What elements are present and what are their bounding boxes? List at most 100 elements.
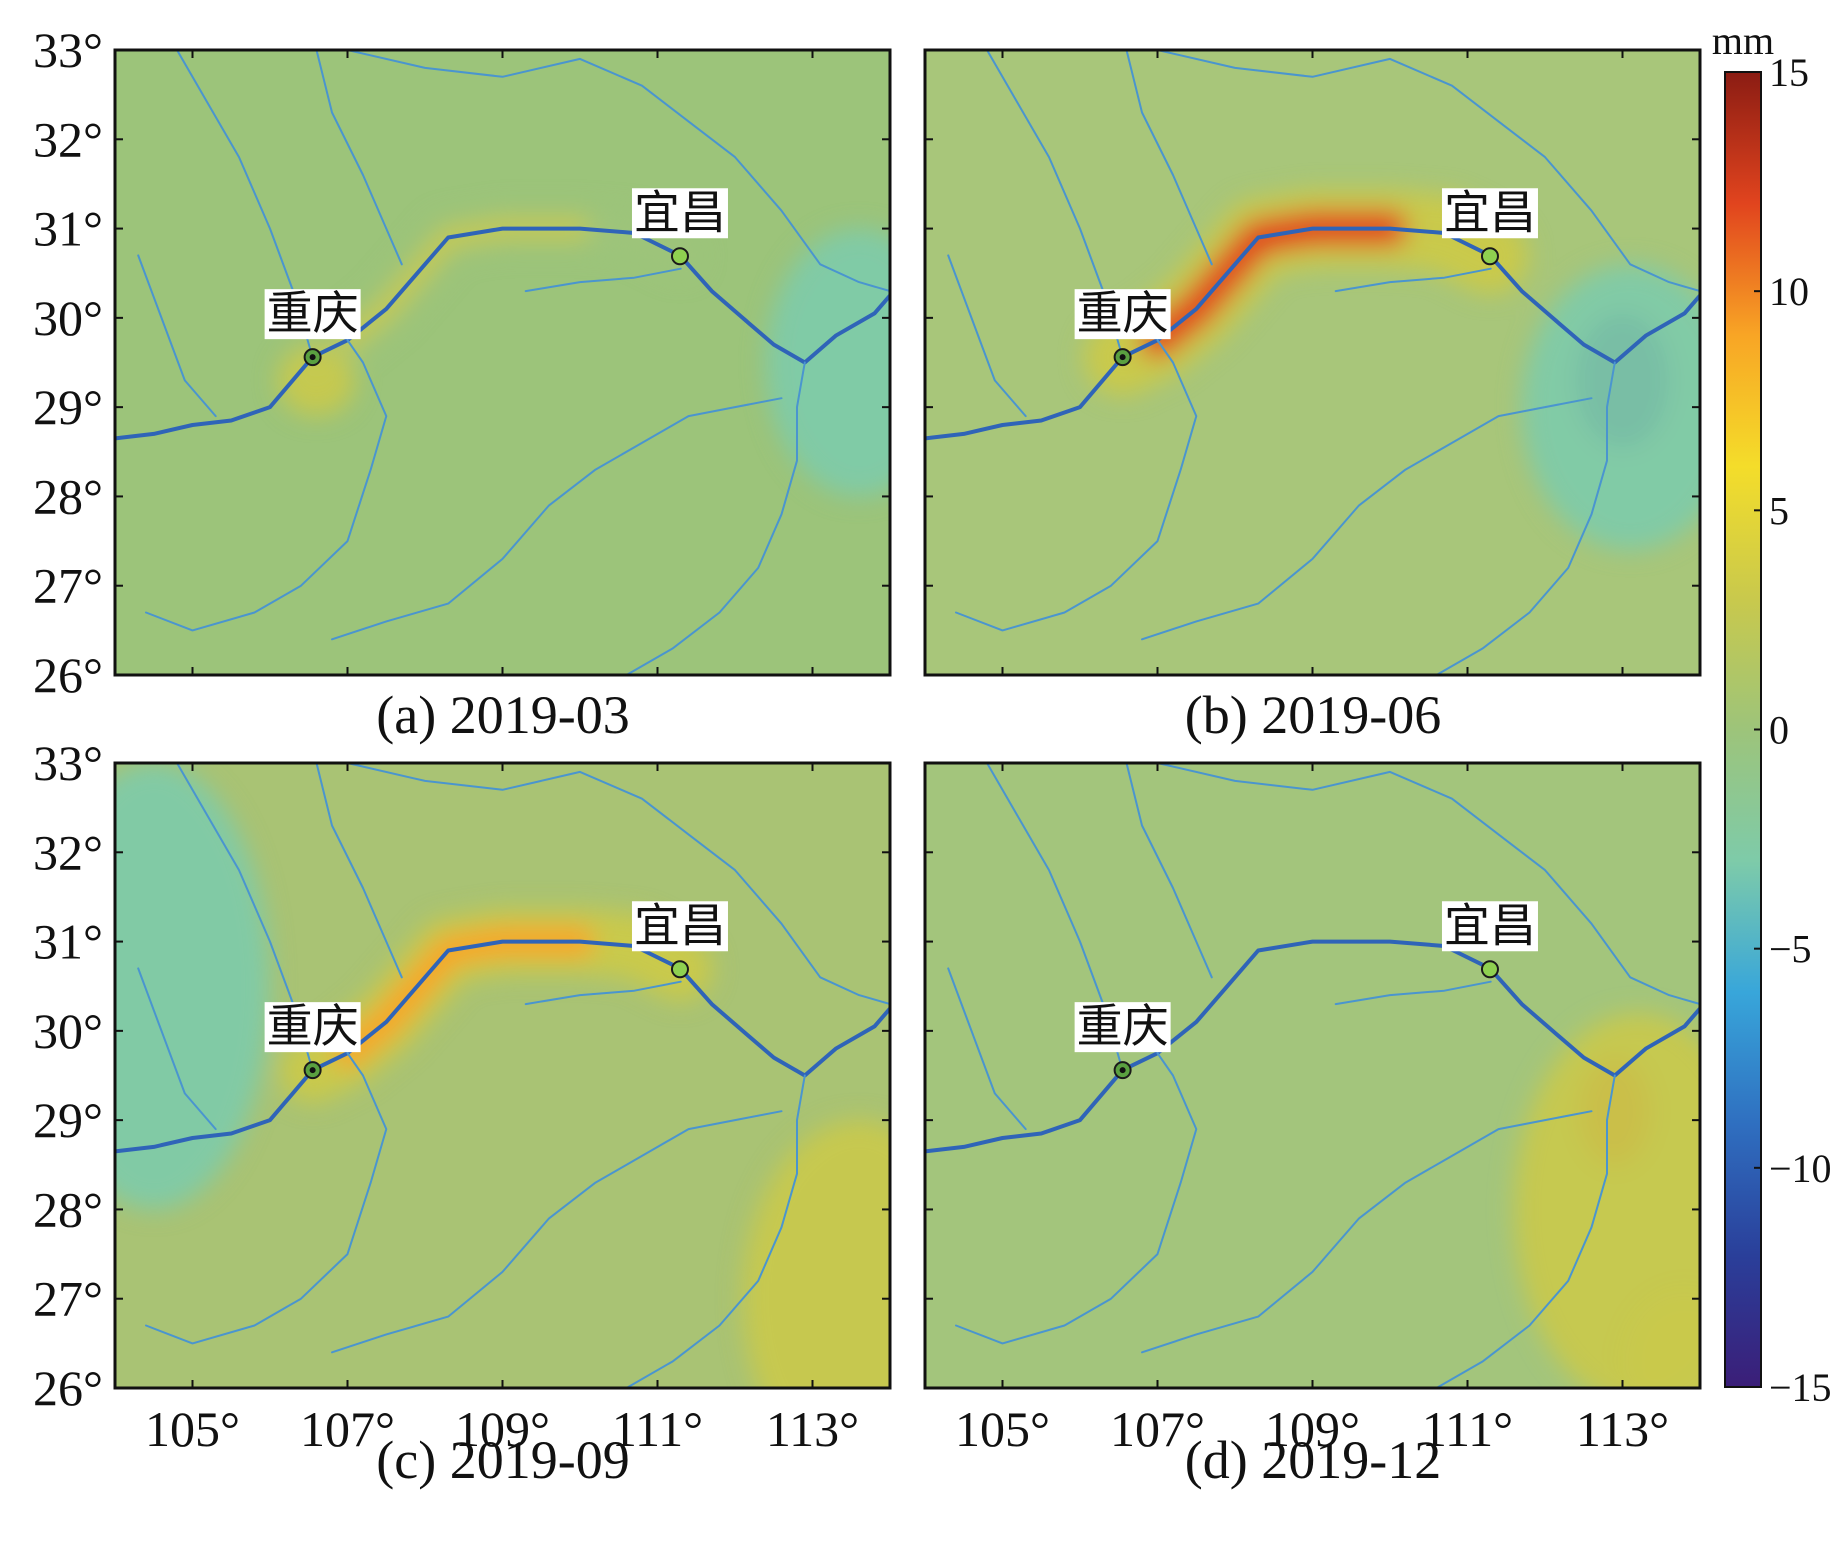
y-tick-label: 31° bbox=[33, 914, 103, 970]
panel-d-caption: (d) 2019-12 bbox=[1185, 1430, 1441, 1490]
tributary-line bbox=[1435, 361, 1616, 675]
tributary-line bbox=[1141, 397, 1593, 641]
colorbar-tick-label: 5 bbox=[1769, 488, 1789, 533]
y-tick-label: 32° bbox=[33, 824, 103, 880]
panel-a-caption: (a) 2019-03 bbox=[376, 685, 629, 745]
anomaly-spot bbox=[1622, 1289, 1700, 1388]
y-tick-label: 28° bbox=[33, 468, 103, 524]
axes-layer: 26° 27° 28° 29° 30° 31° 32° 33° 26° 27° 28° 29° 30° 3… bbox=[33, 22, 1669, 1457]
y-tick-label: 33° bbox=[33, 735, 103, 791]
tributary-line bbox=[137, 967, 217, 1131]
tributary-line bbox=[1125, 50, 1213, 266]
anomaly-spot bbox=[277, 344, 356, 417]
map-panel-b: 重庆 宜昌 bbox=[923, 48, 1702, 677]
panel-b-caption: (b) 2019-06 bbox=[1185, 685, 1441, 745]
x-tick-label: 109° bbox=[455, 1401, 550, 1457]
city-label-background bbox=[1074, 1002, 1171, 1053]
river-network bbox=[115, 763, 890, 1388]
anomaly-spot bbox=[1514, 1013, 1700, 1388]
tributary-line bbox=[1125, 763, 1213, 979]
x-tick-label: 105° bbox=[145, 1401, 240, 1457]
tributary-line bbox=[1141, 1110, 1593, 1354]
tributary-line bbox=[1334, 980, 1492, 1006]
city-marker-dot bbox=[309, 354, 316, 361]
panel-captions: (a) 2019-03 (b) 2019-06 (c) 2019-09 (d) … bbox=[376, 685, 1441, 1490]
colorbar-tick-label: 10 bbox=[1769, 269, 1809, 314]
panel-background bbox=[115, 50, 890, 675]
tributary-line bbox=[955, 1052, 1198, 1345]
city-label-background bbox=[1074, 289, 1171, 340]
city-label: 宜昌 bbox=[1444, 898, 1536, 952]
y-tick-label: 26° bbox=[33, 1360, 103, 1416]
anomaly-spot bbox=[742, 1120, 890, 1388]
yangtze-river-line bbox=[115, 226, 890, 441]
tributary-line bbox=[346, 50, 890, 293]
x-tick-label: 111° bbox=[612, 1401, 703, 1457]
city-marker bbox=[1480, 247, 1499, 266]
tributary-line bbox=[331, 1110, 783, 1354]
yangtze-river-line bbox=[925, 226, 1700, 441]
colorbar-unit-label: mm bbox=[1712, 18, 1774, 63]
y-tick-label: 29° bbox=[33, 1092, 103, 1148]
colorbar-ticks: 15 10 5 0 −5 −10 −15 bbox=[1754, 50, 1832, 1410]
colorbar: mm 15 10 5 0 −5 −10 −15 bbox=[1712, 18, 1832, 1410]
tributary-line bbox=[1435, 1074, 1616, 1388]
city-label: 重庆 bbox=[267, 286, 359, 340]
tributary-line bbox=[955, 339, 1198, 632]
city-label-background bbox=[631, 901, 728, 952]
y-tick-label: 29° bbox=[33, 379, 103, 435]
y-tick-label: 33° bbox=[33, 22, 103, 78]
x-tick-label: 111° bbox=[1422, 1401, 1513, 1457]
tributary-line bbox=[947, 967, 1027, 1131]
city-marker-dot bbox=[1119, 354, 1126, 361]
tributary-line bbox=[137, 254, 217, 418]
city-marker-dot bbox=[1119, 1067, 1126, 1074]
colorbar-tick-label: −15 bbox=[1769, 1365, 1832, 1410]
x-tick-label: 109° bbox=[1265, 1401, 1360, 1457]
tributary-line bbox=[625, 1074, 806, 1388]
y-tick-label: 27° bbox=[33, 1271, 103, 1327]
city-marker bbox=[670, 247, 689, 266]
tributary-line bbox=[625, 361, 806, 675]
city-label-background bbox=[1441, 901, 1538, 952]
y-tick-label: 26° bbox=[33, 647, 103, 703]
panel-c-caption: (c) 2019-09 bbox=[376, 1430, 629, 1490]
tributary-line bbox=[524, 267, 682, 293]
tributary-line bbox=[1156, 50, 1700, 293]
x-tick-label: 107° bbox=[300, 1401, 395, 1457]
tributary-line bbox=[346, 763, 890, 1006]
x-tick-label: 113° bbox=[766, 1401, 859, 1457]
tributary-line bbox=[315, 763, 403, 979]
y-tick-label: 30° bbox=[33, 1003, 103, 1059]
city-label: 重庆 bbox=[267, 999, 359, 1053]
colorbar-tick-label: −10 bbox=[1769, 1146, 1832, 1191]
city-label-background bbox=[264, 289, 361, 340]
map-panel-c: 重庆 宜昌 bbox=[113, 761, 892, 1390]
colorbar-tick-label: −5 bbox=[1769, 927, 1812, 972]
city-label-background bbox=[1441, 188, 1538, 239]
city-marker-dot bbox=[309, 1067, 316, 1074]
tributary-line bbox=[1156, 763, 1700, 1006]
tributary-line bbox=[524, 980, 682, 1006]
colorbar-tick-label: 15 bbox=[1769, 50, 1809, 95]
tributary-line bbox=[145, 339, 388, 632]
city-label: 重庆 bbox=[1077, 286, 1169, 340]
city-marker bbox=[1480, 960, 1499, 979]
tributary-line bbox=[1334, 267, 1492, 293]
tributary-line bbox=[315, 50, 403, 266]
y-tick-label: 27° bbox=[33, 558, 103, 614]
y-tick-label: 32° bbox=[33, 111, 103, 167]
tributary-line bbox=[331, 397, 783, 641]
map-panel-d: 重庆 宜昌 bbox=[923, 761, 1702, 1390]
yangtze-river-line bbox=[925, 939, 1700, 1154]
city-label-background bbox=[631, 188, 728, 239]
city-label: 宜昌 bbox=[634, 185, 726, 239]
anomaly-spot bbox=[1521, 264, 1700, 550]
x-tick-label: 107° bbox=[1110, 1401, 1205, 1457]
x-tick-label: 113° bbox=[1576, 1401, 1669, 1457]
city-label: 宜昌 bbox=[1444, 185, 1536, 239]
x-tick-label: 105° bbox=[955, 1401, 1050, 1457]
anomaly-spot bbox=[115, 763, 270, 1210]
